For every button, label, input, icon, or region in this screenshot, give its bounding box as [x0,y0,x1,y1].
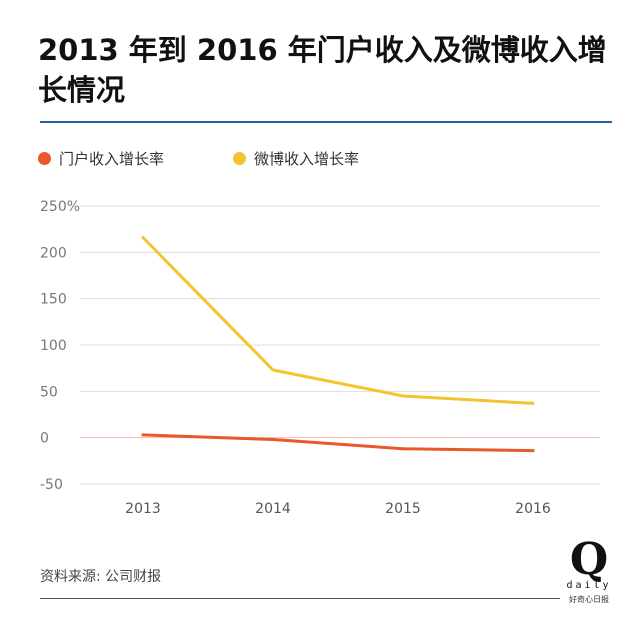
chart-title: 2013 年到 2016 年门户收入及微博收入增长情况 [38,33,607,107]
logo-word: daily [566,580,612,591]
x-tick-label: 2015 [385,501,421,517]
data-point-portal [401,447,405,451]
logo-tagline: 好奇心日报 [569,595,609,604]
legend-label-portal: 门户收入增长率 [59,150,165,168]
x-tick-label: 2016 [515,501,551,517]
publisher-logo: Q daily 好奇心日报 [556,538,622,618]
y-tick-label: 50 [40,384,58,400]
x-tick-label: 2014 [255,501,291,517]
y-tick-label: 200 [40,245,67,261]
data-point-weibo [531,401,535,405]
footer-divider [40,598,560,599]
data-point-weibo [141,236,145,240]
legend-swatch-weibo [233,152,246,165]
y-tick-label: 250% [40,199,80,215]
data-point-portal [271,438,275,442]
data-point-portal [141,433,145,437]
x-tick-label: 2013 [125,501,161,517]
y-tick-label: 150 [40,292,67,308]
series-line-weibo [141,236,535,405]
legend-item-portal: 门户收入增长率 [38,148,164,169]
legend-item-weibo: 微博收入增长率 [233,148,359,169]
title-divider [40,121,612,123]
legend-label-weibo: 微博收入增长率 [254,150,360,168]
legend-swatch-portal [38,152,51,165]
y-tick-label: 100 [40,338,67,354]
data-point-weibo [401,394,405,398]
series-line-portal [141,433,535,453]
y-tick-label: 0 [40,431,49,447]
data-point-weibo [271,368,275,372]
data-point-portal [531,449,535,453]
y-tick-label: -50 [40,477,63,493]
source-note: 资料来源: 公司财报 [40,569,162,585]
logo-letter: Q [569,534,609,585]
